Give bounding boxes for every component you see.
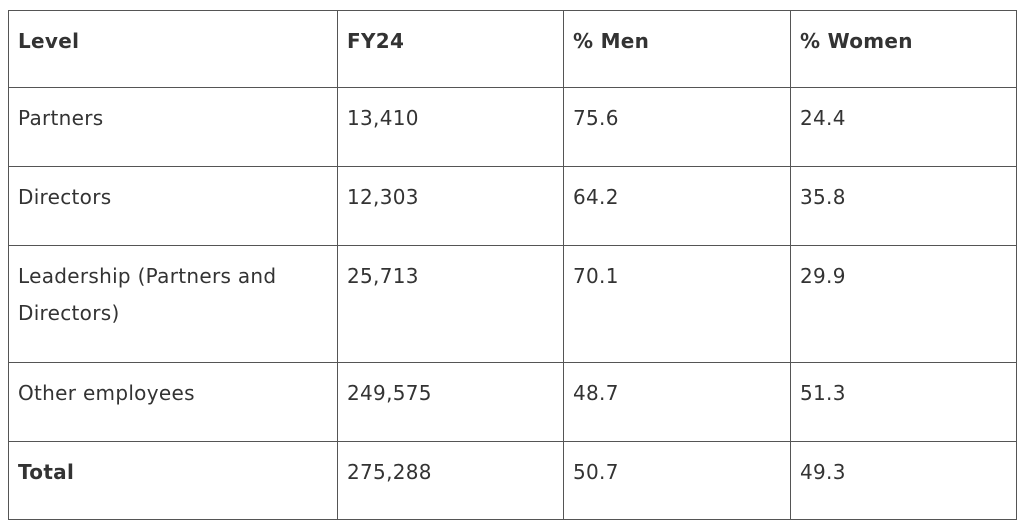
table-row: Total 275,288 50.7 49.3 — [8, 441, 1017, 520]
table-cell: 13,410 — [337, 87, 564, 167]
table-cell: 50.7 — [563, 441, 791, 520]
table-cell: 75.6 — [563, 87, 791, 167]
table-row: Other employees 249,575 48.7 51.3 — [8, 362, 1017, 442]
header-cell: FY24 — [337, 10, 564, 88]
table-body: Partners 13,410 75.6 24.4 Directors 12,303 64.… — [8, 87, 1017, 520]
table-row: Partners 13,410 75.6 24.4 — [8, 87, 1017, 167]
table-cell: Total — [8, 441, 338, 520]
table-cell: Directors — [8, 166, 338, 246]
data-table: Level FY24% Men% Women Partners 13,410 75.6… — [8, 10, 1017, 520]
table-cell: 48.7 — [563, 362, 791, 442]
table-header: Level FY24% Men% Women — [8, 10, 1017, 88]
table-row: Directors 12,303 64.2 35.8 — [8, 166, 1017, 246]
table-row: Leadership (Partners and Directors) 25,71… — [8, 245, 1017, 363]
table-cell: Partners — [8, 87, 338, 167]
header-row: Level FY24% Men% Women — [8, 10, 1017, 88]
table-cell: 51.3 — [790, 362, 1017, 442]
header-cell: Level — [8, 10, 338, 88]
table-cell: 249,575 — [337, 362, 564, 442]
table-cell: 70.1 — [563, 245, 791, 363]
table-cell: 12,303 — [337, 166, 564, 246]
table-cell: 29.9 — [790, 245, 1017, 363]
table-cell: 275,288 — [337, 441, 564, 520]
table-cell: 64.2 — [563, 166, 791, 246]
table-cell: 35.8 — [790, 166, 1017, 246]
table-cell: 24.4 — [790, 87, 1017, 167]
header-cell: % Women — [790, 10, 1017, 88]
table-cell: 25,713 — [337, 245, 564, 363]
table-cell: 49.3 — [790, 441, 1017, 520]
header-cell: % Men — [563, 10, 791, 88]
table-cell: Leadership (Partners and Directors) — [8, 245, 338, 363]
table-cell: Other employees — [8, 362, 338, 442]
